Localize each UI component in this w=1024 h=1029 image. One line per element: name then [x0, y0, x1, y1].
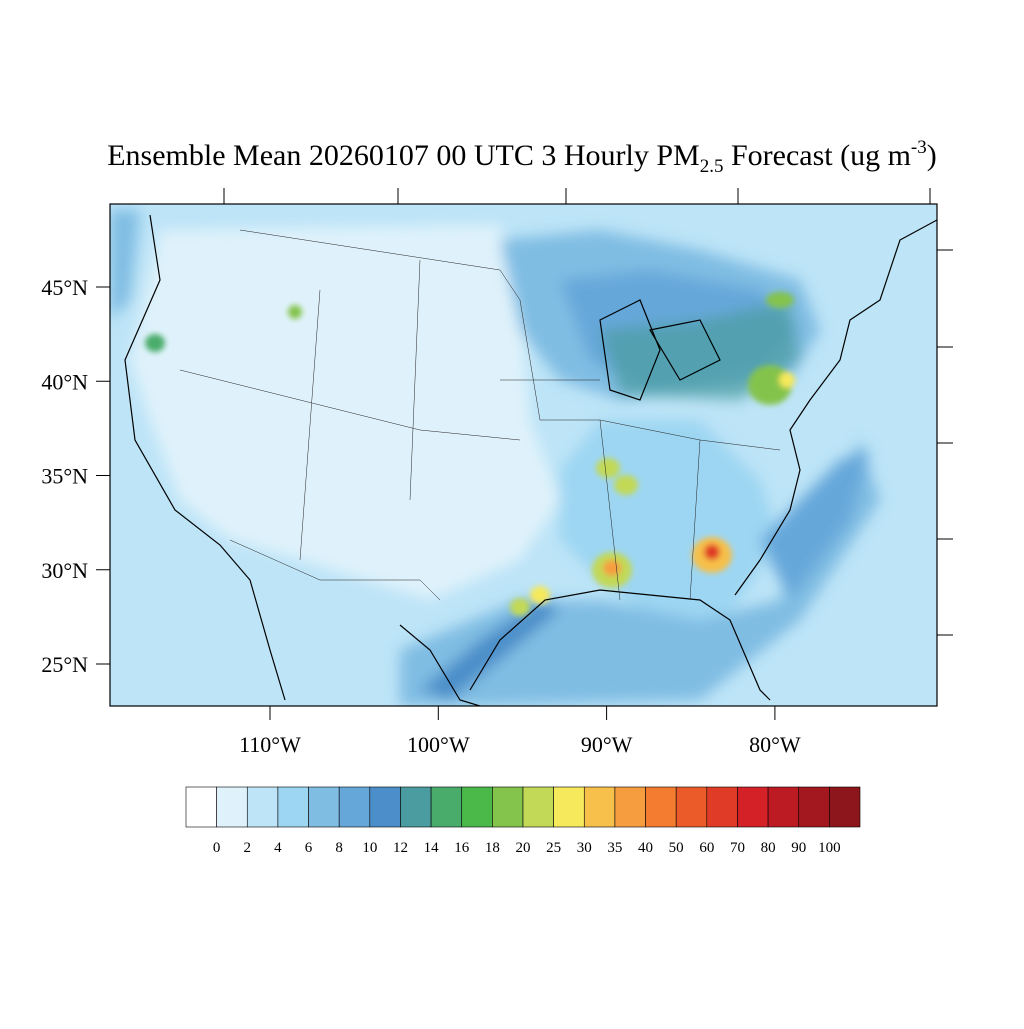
axes: 45°N 40°N 35°N 30°N 25°N 110°W 100°W 90°W 80°W	[41, 275, 801, 757]
colorbar-label: 2	[244, 840, 252, 856]
colorbar-label: 16	[454, 840, 470, 856]
colorbar-box	[185, 786, 217, 828]
lat-label: 30°N	[41, 558, 88, 583]
title-end: )	[927, 139, 937, 172]
colorbar-label: 10	[362, 840, 377, 856]
colorbar-label: 90	[791, 840, 806, 856]
title-mid: Forecast (ug m	[723, 139, 910, 172]
colorbar-label: 30	[577, 840, 592, 856]
colorbar-box	[461, 786, 493, 828]
colorbar-label: 80	[761, 840, 776, 856]
colorbar-box	[829, 786, 861, 828]
title-main: Ensemble Mean 20260107 00 UTC 3 Hourly P…	[107, 139, 699, 172]
lon-label: 90°W	[581, 732, 633, 757]
colorbar-label: 25	[546, 840, 561, 856]
title: Ensemble Mean 20260107 00 UTC 3 Hourly P…	[107, 137, 937, 177]
colorbar-box	[737, 786, 769, 828]
map-field	[110, 204, 937, 706]
state-borders	[179, 229, 781, 601]
colorbar-box	[767, 786, 800, 828]
colorbar-label: 6	[305, 840, 313, 856]
colorbar-box	[798, 786, 830, 828]
colorbar-box	[369, 786, 401, 828]
lat-label: 40°N	[41, 369, 88, 394]
colorbar-box	[308, 786, 340, 828]
colorbar-label: 50	[669, 840, 684, 856]
coastlines	[124, 214, 937, 706]
colorbar-label: 40	[638, 840, 653, 856]
colorbar-label: 100	[818, 840, 841, 856]
colorbar-box	[338, 786, 371, 828]
colorbar-box	[216, 786, 248, 828]
colorbar-box	[553, 786, 585, 828]
colorbar-box	[614, 786, 646, 828]
colorbar-label: 4	[274, 840, 282, 856]
colorbar-box	[675, 786, 708, 828]
concentration-field	[110, 210, 880, 706]
colorbar-label: 8	[335, 840, 343, 856]
colorbar-box	[583, 786, 616, 828]
lat-label: 45°N	[41, 275, 88, 300]
colorbar-box	[706, 786, 738, 828]
colorbar-label: 35	[607, 840, 622, 856]
colorbar-box	[522, 786, 554, 828]
colorbar-label: 70	[730, 840, 745, 856]
colorbar-label: 12	[393, 840, 408, 856]
lat-label: 25°N	[41, 652, 88, 677]
colorbar-label: 20	[516, 840, 531, 856]
lon-label: 80°W	[749, 732, 801, 757]
lon-label: 100°W	[407, 732, 470, 757]
colorbar-label: 18	[485, 840, 500, 856]
colorbar: 0 2 4 6 8 10 12 14 16 18 20 25 30 35 40 50 60 70 80 90 100	[185, 786, 861, 856]
colorbar-label: 60	[699, 840, 714, 856]
lon-label: 110°W	[239, 732, 301, 757]
colorbar-box	[400, 786, 432, 828]
colorbar-box	[492, 786, 524, 828]
colorbar-box	[246, 786, 279, 828]
colorbar-label: 14	[424, 840, 440, 856]
colorbar-box	[277, 786, 309, 828]
hotspots	[145, 292, 795, 616]
colorbar-box	[430, 786, 463, 828]
colorbar-label: 0	[213, 840, 221, 856]
lat-label: 35°N	[41, 464, 88, 489]
title-sup: -3	[911, 137, 927, 158]
title-sub: 2.5	[700, 156, 724, 177]
map-frame	[109, 203, 938, 707]
frame-ticks	[223, 188, 953, 636]
colorbar-box	[645, 786, 677, 828]
